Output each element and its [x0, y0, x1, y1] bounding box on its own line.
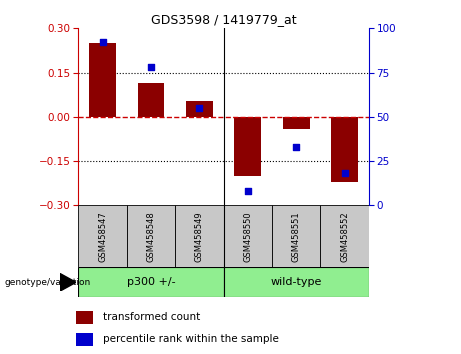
- Bar: [331, 117, 358, 182]
- Bar: [127, 205, 175, 267]
- Text: GSM458548: GSM458548: [147, 211, 155, 262]
- Bar: [76, 333, 93, 346]
- Text: p300 +/-: p300 +/-: [127, 277, 175, 287]
- Bar: [186, 101, 213, 117]
- Text: wild-type: wild-type: [271, 277, 322, 287]
- Text: GSM458547: GSM458547: [98, 211, 107, 262]
- Bar: [175, 205, 224, 267]
- Polygon shape: [60, 273, 76, 291]
- Bar: [224, 267, 369, 297]
- Point: [99, 40, 106, 45]
- Text: transformed count: transformed count: [103, 312, 200, 322]
- Text: GSM458550: GSM458550: [243, 211, 252, 262]
- Bar: [283, 117, 309, 129]
- Bar: [272, 205, 320, 267]
- Bar: [78, 205, 127, 267]
- Bar: [138, 83, 164, 117]
- Bar: [76, 311, 93, 324]
- Text: GSM458551: GSM458551: [292, 211, 301, 262]
- Bar: [78, 267, 224, 297]
- Text: genotype/variation: genotype/variation: [5, 278, 91, 287]
- Text: percentile rank within the sample: percentile rank within the sample: [103, 335, 279, 344]
- Point: [292, 144, 300, 150]
- Point: [244, 188, 252, 194]
- Bar: [224, 205, 272, 267]
- Point: [341, 171, 349, 176]
- Bar: [320, 205, 369, 267]
- Point: [148, 64, 155, 70]
- Text: GSM458552: GSM458552: [340, 211, 349, 262]
- Text: GSM458549: GSM458549: [195, 211, 204, 262]
- Bar: [89, 43, 116, 117]
- Title: GDS3598 / 1419779_at: GDS3598 / 1419779_at: [151, 13, 296, 26]
- Bar: [235, 117, 261, 176]
- Point: [196, 105, 203, 111]
